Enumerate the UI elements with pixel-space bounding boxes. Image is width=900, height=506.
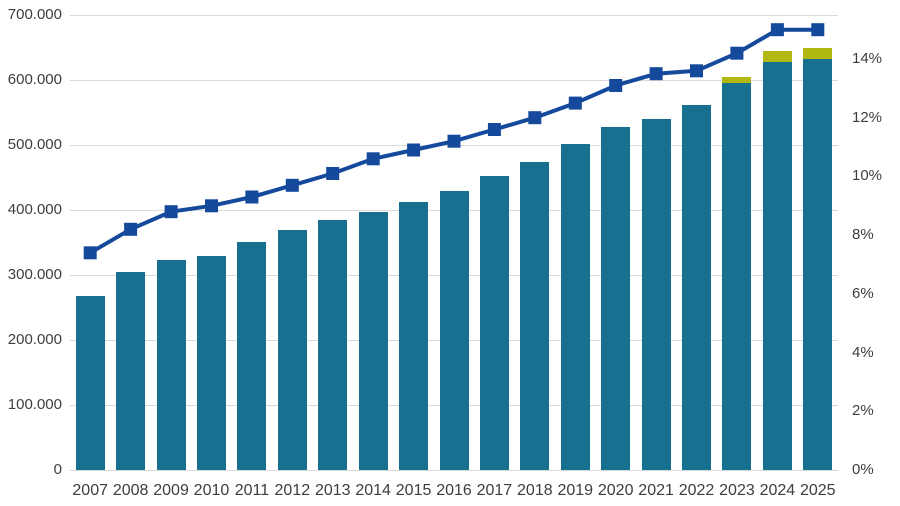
x-axis-tick-label-2013: 2013 [314,482,351,499]
line-marker-2015 [407,143,421,157]
line-marker-2007 [83,246,97,260]
x-axis-tick-label-2020: 2020 [597,482,634,499]
right-axis-tick-label: 8% [852,226,874,244]
bar-2019 [560,143,590,470]
left-axis-tick-label: 100.000 [7,396,62,413]
x-axis-tick-label-2009: 2009 [153,482,189,499]
bar-top-segment-2024 [762,50,792,62]
bar-2017 [479,176,509,470]
x-axis-tick-label-2025: 2025 [799,482,836,499]
bar-top-segment-2025 [803,48,833,60]
right-axis-tick-label: 2% [852,402,874,420]
bar-2018 [520,161,550,470]
x-axis-tick-label-2012: 2012 [274,482,311,499]
line-marker-2009 [164,205,178,219]
trend-line-svg [83,23,825,260]
bar-2013 [318,220,348,470]
plot-area [70,14,838,471]
x-axis-tick-label-2024: 2024 [759,482,796,499]
bar-top-segment-2023 [722,76,752,84]
left-axis-tick-label: 200.000 [7,331,62,348]
bar-2025 [803,59,833,470]
right-axis-tick-label: 6% [852,284,874,302]
bar-2022 [682,105,712,470]
line-marker-2021 [649,67,663,81]
line-marker-2022 [690,64,703,78]
line-marker-2014 [366,152,380,166]
gridline [70,469,838,471]
bar-2015 [399,202,429,470]
left-axis-tick-label: 0 [53,461,62,478]
x-axis-tick-label-2008: 2008 [112,482,149,499]
left-axis-tick-label: 400.000 [7,201,62,218]
line-marker-2025 [811,23,825,37]
line-marker-2016 [447,134,461,148]
bar-2010 [196,255,226,470]
line-marker-2017 [487,123,501,136]
bar-2008 [116,271,146,470]
bar-2020 [601,127,631,470]
bar-2012 [277,229,307,470]
line-marker-2020 [609,79,623,92]
line-marker-2023 [730,46,744,60]
gridline [70,14,838,16]
x-axis-tick-label-2018: 2018 [517,482,553,499]
right-axis-tick-label: 14% [852,50,883,68]
left-axis-tick-label: 500.000 [7,136,62,153]
bar-2011 [237,241,267,470]
line-marker-2024 [770,23,784,37]
x-axis-tick-label-2007: 2007 [72,482,108,499]
x-axis-tick-label-2022: 2022 [678,482,715,499]
bar-2014 [358,211,388,470]
left-axis-tick-label: 300.000 [7,266,62,283]
x-axis-tick-label-2023: 2023 [719,482,755,499]
line-marker-2019 [568,96,582,110]
x-axis-tick-label-2019: 2019 [557,482,594,499]
line-marker-2008 [124,222,138,236]
bar-2007 [75,296,105,470]
left-axis-tick-label: 700.000 [7,6,62,23]
left-axis-tick-label: 600.000 [7,71,62,88]
line-marker-2010 [205,199,218,213]
right-axis-tick-label: 12% [852,108,883,126]
right-axis-tick-label: 4% [852,343,874,361]
x-axis-tick-label-2011: 2011 [234,482,270,499]
line-marker-2011 [245,190,259,204]
bar-2021 [641,119,671,470]
right-axis-tick-label: 0% [852,461,874,478]
x-axis-tick-label-2010: 2010 [193,482,230,499]
gridline [70,79,838,81]
x-axis-tick-label-2016: 2016 [436,482,472,499]
line-marker-2018 [528,111,542,125]
bar-2024 [762,61,792,470]
x-axis-tick-label-2021: 2021 [638,482,674,499]
bar-2009 [156,260,186,470]
x-axis-tick-label-2014: 2014 [355,482,391,499]
x-axis-tick-label-2017: 2017 [476,482,513,499]
line-marker-2012 [285,178,299,192]
x-axis-tick-label-2015: 2015 [395,482,432,499]
right-axis-tick-label: 10% [852,167,883,185]
bar-2023 [722,83,752,470]
line-marker-2013 [326,167,340,180]
bar-2016 [439,191,469,470]
